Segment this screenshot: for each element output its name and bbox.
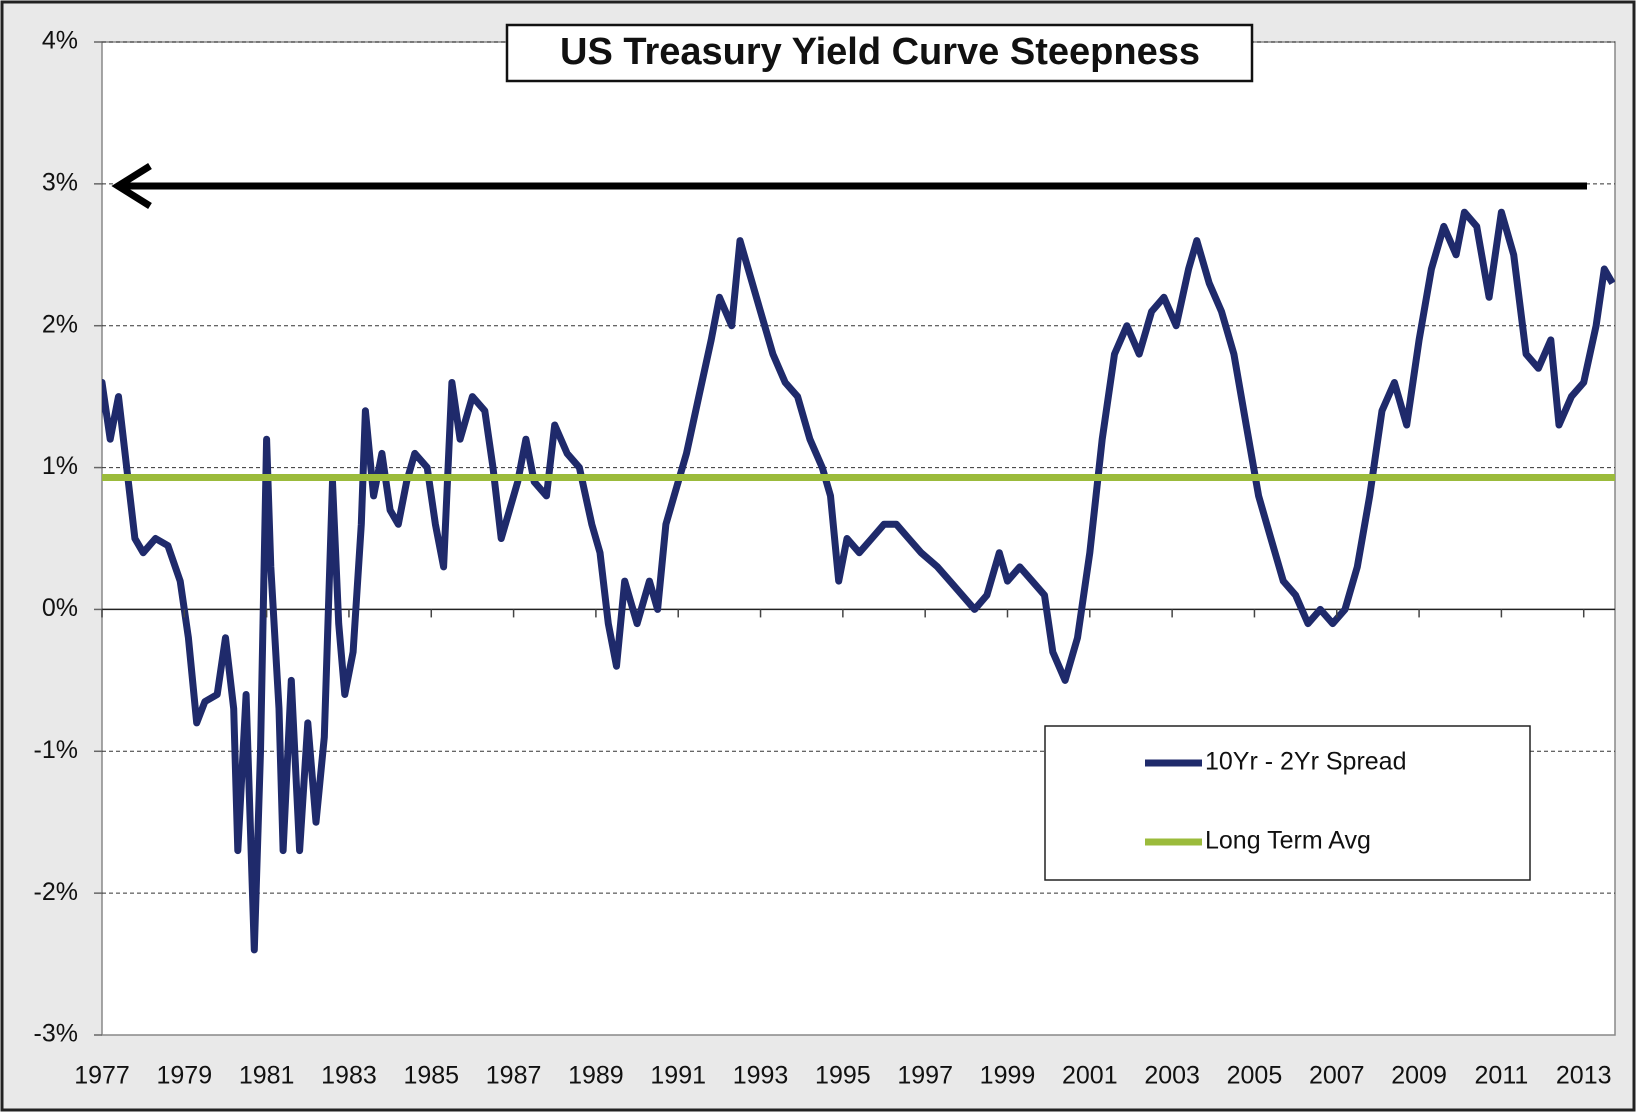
axes: -3% -2% -1% 0% 1% 2% 3% 4% 1977 1979 1981 1983 1985 1…	[34, 27, 1612, 1090]
x-tick-label: 1977	[74, 1062, 130, 1090]
x-tick-label: 1979	[157, 1062, 213, 1090]
x-tick-label: 2005	[1227, 1062, 1283, 1090]
y-tick-label: 3%	[42, 168, 78, 196]
y-tick-label: 2%	[42, 310, 78, 338]
x-tick-label: 2013	[1556, 1062, 1612, 1090]
x-tick-label: 1985	[403, 1062, 459, 1090]
x-tick-label: 1989	[568, 1062, 624, 1090]
x-tick-label: 2007	[1309, 1062, 1365, 1090]
chart-title: US Treasury Yield Curve Steepness	[560, 31, 1200, 73]
legend-label: 10Yr - 2Yr Spread	[1205, 748, 1407, 776]
y-tick-label: 4%	[42, 27, 78, 55]
x-tick-label: 2011	[1475, 1062, 1529, 1090]
arrow-annotation	[111, 163, 1587, 209]
legend-label: Long Term Avg	[1205, 827, 1371, 855]
title-box	[505, 23, 1254, 83]
x-tick-label: 2003	[1144, 1062, 1200, 1090]
y-tick-label: 1%	[42, 452, 78, 480]
y-tick-label: -2%	[34, 878, 78, 906]
series-layer	[102, 208, 1615, 954]
x-tick-label: 1983	[321, 1062, 377, 1090]
legend-box	[1044, 725, 1531, 881]
series-line	[102, 208, 1615, 954]
x-tick-label: 1993	[733, 1062, 789, 1090]
x-tick-label: 1991	[650, 1062, 706, 1090]
x-tick-label: 1999	[980, 1062, 1036, 1090]
x-tick-label: 1987	[486, 1062, 542, 1090]
x-tick-label: 1995	[815, 1062, 871, 1090]
y-tick-label: -3%	[34, 1020, 78, 1048]
x-tick-label: 1981	[239, 1062, 295, 1090]
legend: 10Yr - 2Yr Spread Long Term Avg	[1044, 725, 1531, 881]
x-tick-label: 2009	[1391, 1062, 1447, 1090]
y-tick-label: 0%	[42, 594, 78, 622]
x-tick-label: 2001	[1062, 1062, 1118, 1090]
x-tick-label: 1997	[897, 1062, 953, 1090]
y-tick-label: -1%	[34, 736, 78, 764]
